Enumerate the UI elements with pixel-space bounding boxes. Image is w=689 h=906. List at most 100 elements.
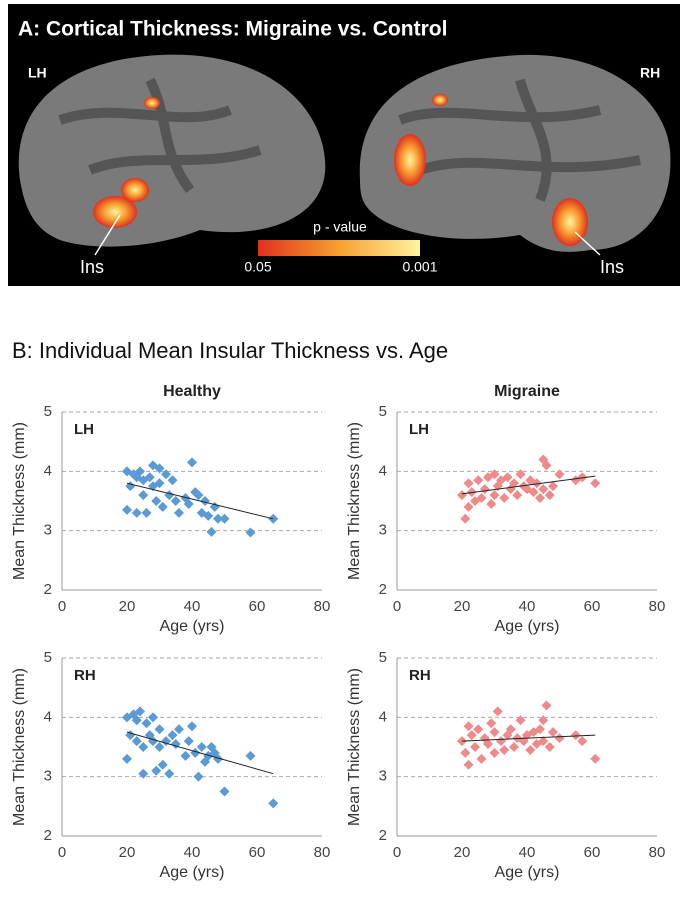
- colorbar: [258, 240, 420, 256]
- pointer: [94, 214, 121, 256]
- point: [154, 724, 165, 735]
- point: [541, 460, 552, 471]
- point: [151, 496, 162, 506]
- x-tick-label: 60: [584, 598, 601, 615]
- point: [535, 724, 545, 735]
- point: [570, 730, 581, 741]
- point: [164, 768, 175, 779]
- point: [463, 478, 474, 489]
- trendline: [126, 731, 274, 775]
- x-tick-label: 60: [249, 844, 266, 861]
- point: [554, 469, 565, 480]
- x-tick-label: 0: [393, 844, 401, 861]
- point: [144, 472, 155, 483]
- point: [161, 469, 171, 480]
- point: [141, 507, 152, 518]
- y-tick-label: 5: [379, 649, 387, 666]
- chart-title: Migraine: [494, 383, 560, 400]
- y-tick-label: 3: [44, 768, 52, 785]
- point: [187, 721, 197, 732]
- point: [528, 487, 539, 498]
- y-tick-label: 3: [44, 522, 52, 539]
- point: [489, 469, 500, 480]
- point: [174, 724, 184, 735]
- panel-b-title: B: Individual Mean Insular Thickness vs.…: [12, 338, 448, 363]
- y-tick-label: 3: [379, 522, 387, 539]
- point: [138, 742, 149, 752]
- point: [131, 507, 142, 518]
- point: [486, 718, 497, 729]
- point: [463, 721, 474, 732]
- x-tick-label: 20: [119, 844, 136, 861]
- x-axis-title: Age (yrs): [495, 864, 560, 881]
- trendline: [126, 482, 274, 520]
- point: [483, 739, 493, 750]
- point: [183, 498, 194, 509]
- point: [141, 718, 152, 729]
- y-axis-title: Mean Thickness (mm): [346, 422, 363, 580]
- colorbar-label: 0.001: [402, 259, 437, 275]
- point: [245, 527, 256, 538]
- point: [463, 501, 474, 512]
- x-tick-label: 20: [454, 844, 471, 861]
- heat-blob: [394, 134, 426, 186]
- point: [148, 712, 158, 723]
- x-tick-label: 20: [119, 598, 136, 615]
- y-tick-label: 5: [379, 403, 387, 420]
- y-tick-label: 4: [44, 462, 52, 479]
- point: [122, 504, 132, 515]
- heat-blob: [144, 97, 160, 109]
- panel-annotation: RH: [74, 667, 96, 684]
- point: [538, 736, 549, 747]
- point: [577, 736, 588, 747]
- point: [167, 475, 178, 486]
- point: [125, 730, 136, 741]
- point: [203, 510, 214, 521]
- y-tick-label: 4: [379, 462, 387, 479]
- point: [154, 742, 165, 752]
- point: [590, 478, 601, 489]
- point: [479, 484, 490, 495]
- point: [167, 730, 178, 741]
- point: [131, 736, 142, 747]
- heat-blob: [432, 94, 448, 106]
- point: [538, 484, 549, 495]
- point: [548, 727, 558, 738]
- trendline: [461, 475, 596, 495]
- point: [554, 733, 565, 744]
- colorbar-title: p - value: [313, 219, 367, 235]
- panel-a-title: A: Cortical Thickness: Migraine vs. Cont…: [18, 18, 447, 41]
- y-axis-title: Mean Thickness (mm): [11, 422, 28, 580]
- point: [268, 798, 279, 809]
- point: [122, 753, 132, 764]
- panel-annotation: RH: [409, 667, 431, 684]
- y-tick-label: 2: [44, 581, 52, 598]
- point: [138, 768, 149, 779]
- trendline: [461, 734, 596, 742]
- pointer: [574, 231, 601, 256]
- point: [154, 478, 165, 489]
- point: [489, 747, 500, 758]
- point: [219, 786, 230, 797]
- point: [206, 526, 217, 537]
- point: [486, 498, 497, 509]
- point: [502, 472, 513, 483]
- point: [135, 466, 145, 477]
- point: [170, 739, 181, 750]
- point: [466, 730, 477, 741]
- point: [157, 759, 168, 770]
- heat-blob: [93, 196, 137, 228]
- point: [515, 715, 526, 726]
- point: [196, 742, 207, 752]
- heat-blob: [121, 178, 149, 202]
- point: [135, 706, 145, 717]
- point: [470, 742, 480, 752]
- hemisphere-label: LH: [28, 65, 47, 81]
- point: [460, 747, 471, 758]
- region-label: Ins: [600, 257, 624, 277]
- x-axis-title: Age (yrs): [495, 618, 560, 635]
- point: [548, 481, 558, 492]
- x-tick-label: 0: [58, 844, 66, 861]
- region-label: Ins: [80, 257, 104, 277]
- point: [200, 496, 210, 506]
